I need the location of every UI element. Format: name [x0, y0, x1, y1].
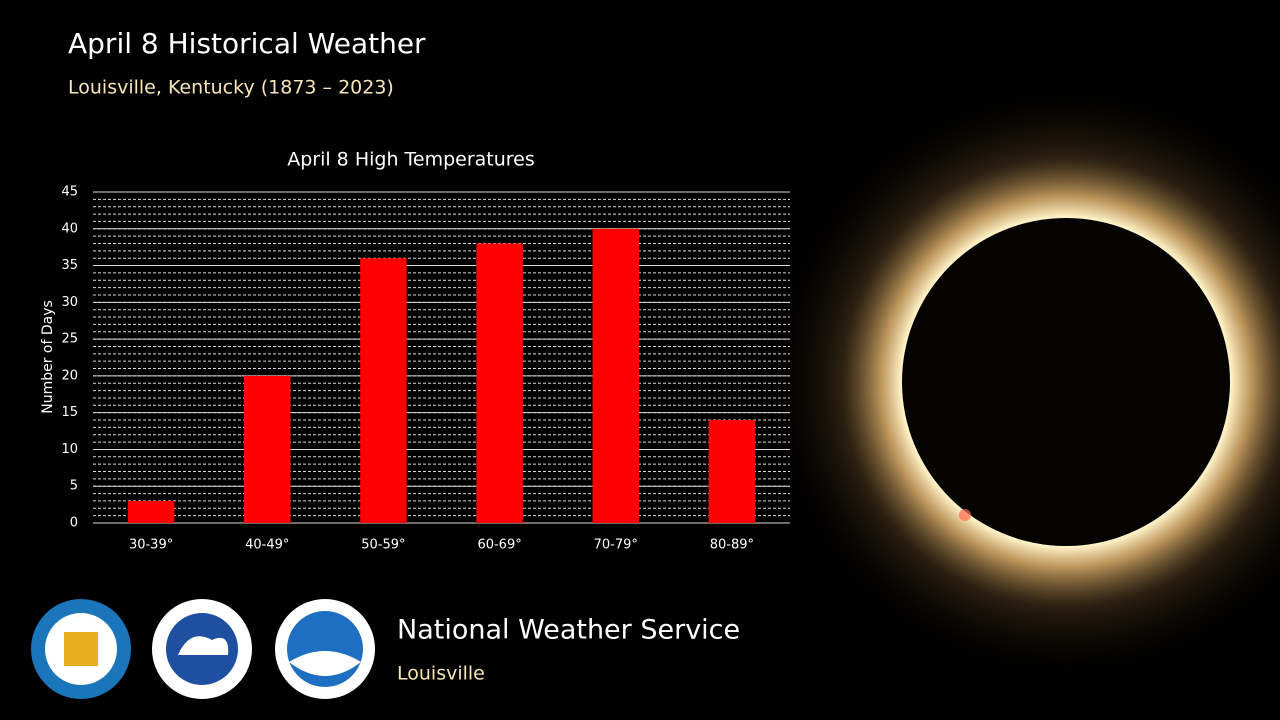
y-tick-label: 45 — [61, 185, 78, 200]
bar — [592, 228, 639, 523]
slide-title: April 8 Historical Weather — [68, 27, 426, 60]
moon-disk — [902, 218, 1230, 546]
y-axis-label: Number of Days — [40, 300, 56, 414]
bar — [360, 258, 407, 523]
eclipse-photo — [766, 82, 1280, 682]
x-tick-label: 60-69° — [477, 538, 521, 553]
bar — [244, 375, 291, 523]
doc-logo-shield — [64, 632, 98, 666]
nws-logo-cloud — [178, 636, 229, 655]
slide-subtitle: Louisville, Kentucky (1873 – 2023) — [68, 77, 394, 99]
organization-name: National Weather Service — [397, 615, 740, 646]
y-tick-label: 35 — [61, 258, 78, 273]
chart-title: April 8 High Temperatures — [287, 149, 535, 171]
y-tick-label: 15 — [61, 405, 78, 420]
x-tick-label: 70-79° — [594, 538, 638, 553]
logos — [31, 599, 375, 699]
office-name: Louisville — [397, 663, 485, 685]
x-tick-label: 50-59° — [361, 538, 405, 553]
y-tick-label: 25 — [61, 332, 78, 347]
prominence — [959, 509, 971, 521]
y-tick-label: 30 — [61, 295, 78, 310]
noaa-logo-bird — [289, 651, 361, 676]
x-tick-label: 30-39° — [129, 538, 173, 553]
y-tick-label: 0 — [70, 516, 78, 531]
bar — [708, 420, 756, 523]
chart: April 8 High Temperatures Number of Days… — [40, 149, 790, 553]
bar — [476, 243, 523, 523]
y-tick-label: 10 — [61, 442, 78, 457]
bar — [127, 500, 175, 523]
y-tick-label: 20 — [61, 368, 78, 383]
y-tick-label: 40 — [61, 221, 78, 236]
x-tick-label: 80-89° — [710, 538, 754, 553]
x-tick-label: 40-49° — [245, 538, 289, 553]
y-tick-label: 5 — [70, 479, 78, 494]
